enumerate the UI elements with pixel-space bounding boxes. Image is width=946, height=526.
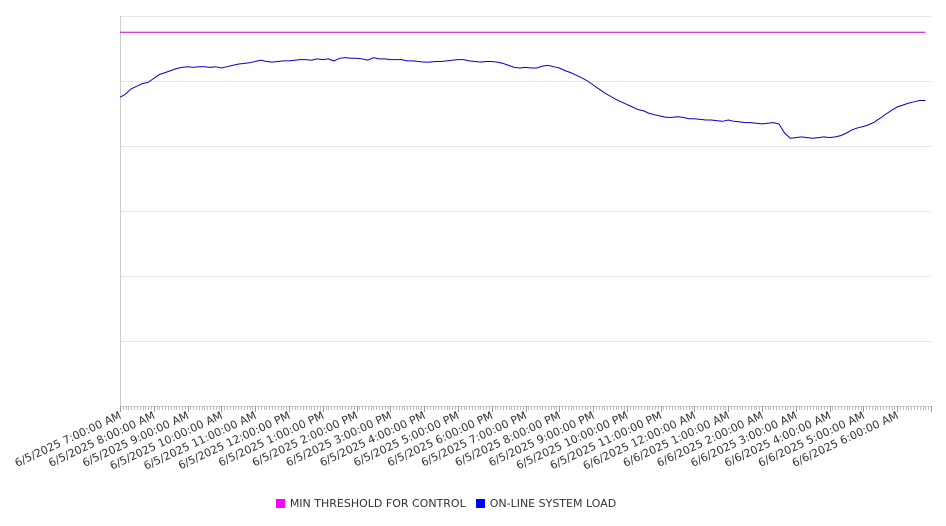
axis-layer	[120, 16, 932, 412]
legend-item[interactable]: ON-LINE SYSTEM LOAD	[475, 497, 617, 510]
legend-label: ON-LINE SYSTEM LOAD	[489, 497, 617, 510]
x-tick-labels: 6/5/2025 7:00:00 AM6/5/2025 8:00:00 AM6/…	[13, 409, 901, 473]
legend-item[interactable]: MIN THRESHOLD FOR CONTROL	[275, 497, 466, 510]
series-line-on-line-system-load	[119, 57, 926, 139]
legend-swatch	[475, 499, 485, 508]
legend-label: MIN THRESHOLD FOR CONTROL	[289, 497, 466, 510]
series-layer	[119, 31, 926, 139]
grid-layer	[120, 16, 931, 407]
legend-swatch	[275, 499, 285, 508]
legend: MIN THRESHOLD FOR CONTROL ON-LINE SYSTEM …	[0, 497, 892, 510]
